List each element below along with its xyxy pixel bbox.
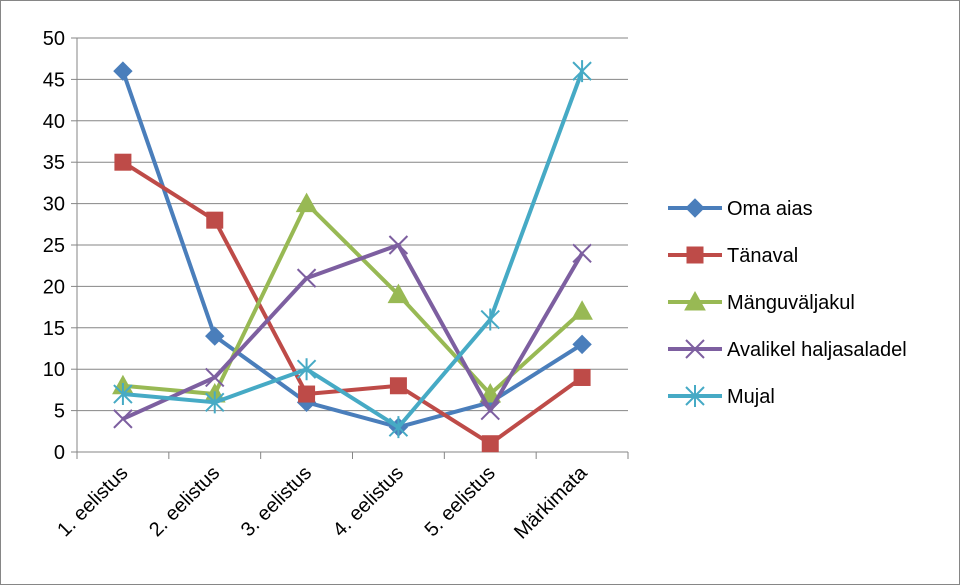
data-point — [572, 60, 592, 83]
y-tick-label: 20 — [43, 276, 65, 298]
x-tick-label: 1. eelistus — [53, 462, 132, 541]
legend-item: Tänaval — [668, 245, 798, 267]
legend-label: Oma aias — [727, 198, 813, 220]
data-point — [205, 326, 225, 346]
x-tick-label: 4. eelistus — [329, 462, 408, 541]
data-point — [298, 385, 316, 403]
data-point — [571, 300, 593, 320]
series-3 — [112, 192, 593, 403]
legend-swatch-marker — [685, 385, 705, 407]
legend-swatch-marker — [685, 339, 705, 359]
legend-item: Mujal — [668, 385, 775, 408]
legend-item: Mänguväljakul — [668, 290, 855, 314]
x-tick-label: 3. eelistus — [237, 462, 316, 541]
legend-label: Avalikel haljasaladel — [727, 339, 907, 361]
data-point — [113, 61, 133, 81]
data-point — [114, 153, 132, 171]
y-tick-label: 50 — [43, 28, 65, 50]
data-point — [206, 211, 224, 229]
legend-item: Avalikel haljasaladel — [668, 339, 907, 361]
legend-label: Mänguväljakul — [727, 292, 855, 314]
data-point — [573, 368, 591, 386]
data-point — [296, 268, 317, 288]
data-point — [389, 377, 407, 395]
series-4 — [113, 235, 592, 429]
data-point — [205, 367, 225, 388]
y-tick-label: 40 — [43, 111, 65, 133]
data-point — [388, 235, 409, 255]
data-point — [296, 358, 317, 381]
data-point — [572, 243, 592, 263]
series-2 — [114, 153, 591, 453]
x-tick-label: Märkimata — [510, 461, 592, 543]
legend: Oma aias Tänaval Mänguväljakul Avalikel hal… — [668, 198, 907, 408]
data-point — [388, 416, 409, 439]
y-tick-label: 45 — [43, 69, 65, 91]
x-tick-label: 5. eelistus — [421, 462, 500, 541]
data-point — [295, 192, 318, 213]
y-tick-label: 30 — [43, 194, 65, 216]
data-point — [480, 308, 500, 331]
y-tick-label: 5 — [54, 401, 65, 423]
legend-label: Mujal — [727, 386, 775, 408]
x-tick-label: 2. eelistus — [145, 462, 224, 541]
legend-swatch-marker — [686, 246, 704, 264]
series-5 — [113, 60, 592, 439]
legend-item: Oma aias — [668, 198, 813, 220]
series-line — [122, 201, 584, 397]
series-line — [122, 70, 584, 430]
series-line — [121, 70, 584, 430]
y-tick-label: 0 — [54, 442, 65, 464]
series-line — [122, 243, 584, 421]
data-point — [387, 283, 410, 304]
legend-swatch-marker — [685, 198, 705, 218]
y-tick-label: 15 — [43, 318, 65, 340]
legend-swatch-marker — [684, 290, 706, 311]
series-line — [121, 160, 584, 446]
data-point — [113, 409, 133, 429]
y-tick-label: 35 — [43, 152, 65, 174]
data-point — [481, 435, 499, 453]
data-point — [205, 391, 225, 414]
y-tick-label: 10 — [43, 359, 65, 381]
data-point — [113, 383, 133, 406]
y-tick-label: 25 — [43, 235, 65, 257]
legend-label: Tänaval — [727, 245, 798, 267]
data-point — [480, 400, 500, 421]
data-point — [572, 334, 592, 355]
